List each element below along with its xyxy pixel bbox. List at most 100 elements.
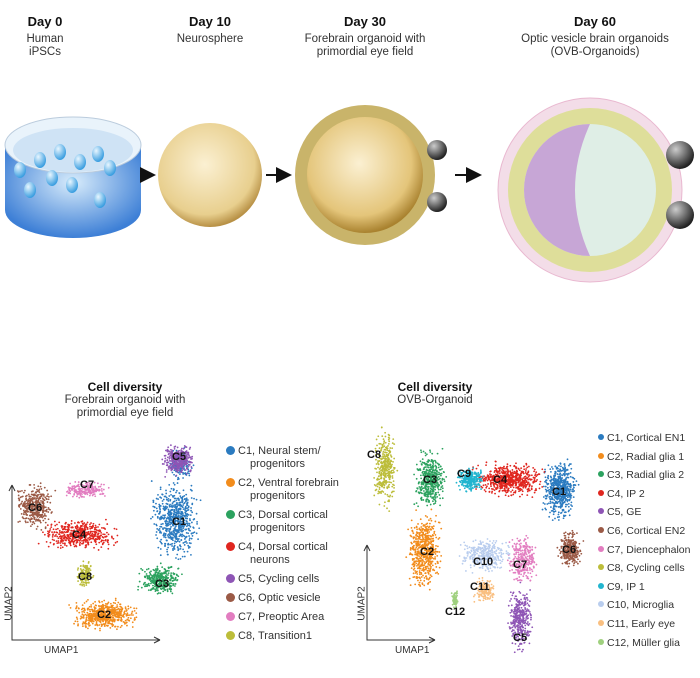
point xyxy=(561,504,564,507)
point xyxy=(112,537,115,540)
point xyxy=(181,555,184,558)
point xyxy=(30,504,33,507)
point xyxy=(430,575,433,578)
point xyxy=(429,493,432,496)
point xyxy=(178,458,181,461)
point xyxy=(93,615,95,618)
point xyxy=(173,467,176,470)
point xyxy=(414,553,416,556)
point xyxy=(73,622,75,625)
point xyxy=(174,458,177,460)
point xyxy=(71,485,74,488)
legend-dot xyxy=(226,593,235,602)
point xyxy=(33,508,36,511)
point xyxy=(436,462,439,465)
point xyxy=(567,505,570,508)
point xyxy=(32,503,34,505)
point xyxy=(559,504,562,507)
point xyxy=(85,625,87,627)
point xyxy=(567,502,570,505)
point xyxy=(168,459,171,462)
point xyxy=(157,586,160,589)
point xyxy=(74,534,77,537)
point xyxy=(189,488,192,491)
point xyxy=(75,536,78,539)
point xyxy=(100,623,103,626)
point xyxy=(188,537,191,540)
point xyxy=(133,607,136,610)
point xyxy=(23,491,25,494)
point xyxy=(169,498,172,501)
point xyxy=(77,539,80,541)
point xyxy=(168,465,171,467)
point xyxy=(36,510,39,512)
point xyxy=(172,464,175,467)
point xyxy=(81,623,84,625)
point xyxy=(159,530,161,532)
point xyxy=(428,519,430,522)
point xyxy=(152,578,155,581)
point xyxy=(101,543,104,546)
point xyxy=(560,477,563,480)
point xyxy=(189,529,191,532)
point xyxy=(107,543,110,546)
point xyxy=(438,551,441,553)
point xyxy=(108,622,111,625)
point xyxy=(566,485,569,488)
point xyxy=(31,498,34,501)
point xyxy=(77,567,80,570)
point xyxy=(155,507,158,510)
point xyxy=(116,605,119,608)
point xyxy=(100,483,103,486)
point xyxy=(100,531,103,534)
point xyxy=(66,490,68,493)
point xyxy=(82,560,85,563)
point xyxy=(161,579,164,581)
point xyxy=(35,499,37,501)
point xyxy=(44,496,47,499)
point xyxy=(549,475,552,478)
point xyxy=(76,485,78,487)
point xyxy=(414,551,417,554)
point xyxy=(189,519,191,522)
point xyxy=(147,577,149,580)
point xyxy=(167,524,170,527)
point xyxy=(51,531,53,533)
point xyxy=(122,616,125,618)
point xyxy=(169,512,172,515)
point xyxy=(45,498,48,501)
point xyxy=(87,569,90,571)
point xyxy=(432,525,435,528)
point xyxy=(116,608,119,611)
point xyxy=(410,526,413,529)
point xyxy=(68,491,71,494)
point xyxy=(182,477,184,479)
point xyxy=(413,565,416,567)
point xyxy=(33,518,36,521)
point xyxy=(111,614,114,617)
point xyxy=(173,527,176,530)
point xyxy=(61,526,63,529)
point xyxy=(167,497,170,500)
point xyxy=(429,495,432,498)
point xyxy=(190,553,192,556)
point xyxy=(82,583,84,585)
point xyxy=(155,531,158,533)
point xyxy=(190,509,192,512)
point xyxy=(171,509,173,512)
point xyxy=(190,458,192,460)
point xyxy=(81,495,84,498)
point xyxy=(59,542,62,544)
point xyxy=(131,610,134,613)
point xyxy=(152,499,155,502)
point xyxy=(158,570,161,572)
point xyxy=(171,533,174,536)
point xyxy=(422,564,425,567)
point xyxy=(64,522,67,525)
point xyxy=(118,616,121,618)
point xyxy=(425,453,428,456)
stage-desc: Forebrain organoid with xyxy=(304,33,426,45)
point xyxy=(415,575,418,578)
point xyxy=(557,513,560,516)
point xyxy=(94,530,97,533)
